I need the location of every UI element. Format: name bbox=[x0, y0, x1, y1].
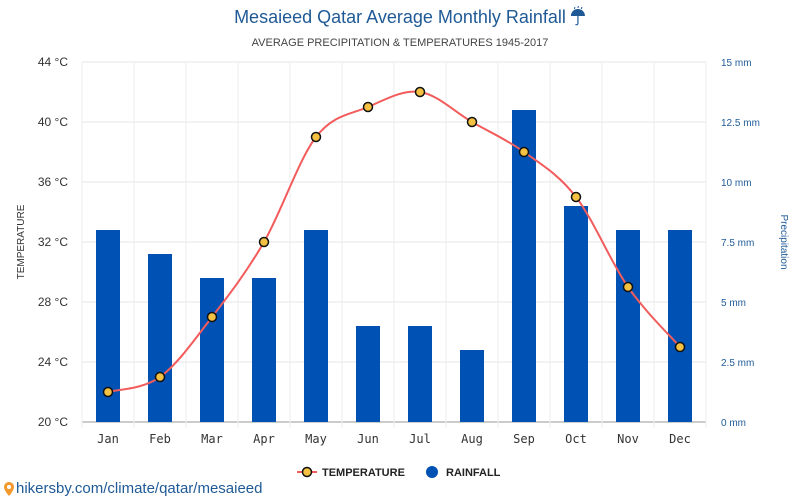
temperature-point-sep bbox=[518, 146, 530, 158]
source-link[interactable]: hikersby.com/climate/qatar/mesaieed bbox=[4, 480, 263, 497]
bar-sep bbox=[512, 110, 536, 422]
left-axis: 20 °C 24 °C 28 °C 32 °C 36 °C 40 °C 44 °C bbox=[38, 55, 68, 429]
x-tick-label: Dec bbox=[669, 432, 691, 446]
temperature-point-jun bbox=[362, 101, 374, 113]
legend-rainfall-marker bbox=[426, 466, 438, 478]
temperature-point-feb bbox=[154, 371, 166, 383]
chart-subtitle: AVERAGE PRECIPITATION & TEMPERATURES 194… bbox=[252, 37, 549, 49]
left-tick-label: 28 °C bbox=[38, 295, 68, 309]
x-tick-label: May bbox=[305, 432, 327, 446]
left-tick-label: 32 °C bbox=[38, 235, 68, 249]
legend-rainfall-label: RAINFALL bbox=[446, 467, 501, 479]
legend-item-rainfall[interactable]: RAINFALL bbox=[426, 466, 501, 479]
temperature-point-jul bbox=[414, 86, 426, 98]
right-tick-label: 7.5 mm bbox=[721, 238, 754, 249]
bar-jul bbox=[408, 326, 432, 422]
x-tick-label: Oct bbox=[565, 432, 587, 446]
legend-temperature-marker bbox=[301, 466, 313, 478]
temperature-point-oct bbox=[570, 191, 582, 203]
x-tick-label: Nov bbox=[617, 432, 639, 446]
chart-title-text: Mesaieed Qatar Average Monthly Rainfall bbox=[234, 7, 566, 27]
x-tick-label: Mar bbox=[201, 432, 223, 446]
bar-jun bbox=[356, 326, 380, 422]
x-tick-label: Sep bbox=[513, 432, 535, 446]
left-tick-label: 24 °C bbox=[38, 355, 68, 369]
temperature-point-aug bbox=[466, 116, 478, 128]
x-tick-label: Jul bbox=[409, 432, 431, 446]
temperature-point-jan bbox=[102, 386, 114, 398]
bar-may bbox=[304, 230, 328, 422]
chart-title-group: Mesaieed Qatar Average Monthly Rainfall … bbox=[234, 5, 585, 49]
bar-dec bbox=[668, 230, 692, 422]
bar-aug bbox=[460, 350, 484, 422]
right-tick-label: 2.5 mm bbox=[721, 358, 754, 369]
legend-temperature-label: TEMPERATURE bbox=[322, 467, 405, 479]
x-axis: Jan Feb Mar Apr May Jun Jul Aug Sep Oct Nov Dec bbox=[97, 432, 691, 446]
bar-nov bbox=[616, 230, 640, 422]
x-tick-label: Jun bbox=[357, 432, 379, 446]
left-tick-label: 40 °C bbox=[38, 115, 68, 129]
temperature-point-nov bbox=[622, 281, 634, 293]
temperature-point-may bbox=[310, 131, 322, 143]
right-axis-title: Precipitation bbox=[778, 214, 789, 269]
right-axis: 0 mm 2.5 mm 5 mm 7.5 mm 10 mm 12.5 mm 15 mm bbox=[721, 58, 760, 429]
right-tick-label: 0 mm bbox=[721, 418, 746, 429]
x-tick-label: Jan bbox=[97, 432, 119, 446]
umbrella-rain-icon bbox=[570, 5, 585, 26]
x-tick-label: Aug bbox=[461, 432, 483, 446]
left-tick-label: 44 °C bbox=[38, 55, 68, 69]
bar-apr bbox=[252, 278, 276, 422]
right-tick-label: 15 mm bbox=[721, 58, 752, 69]
map-pin-icon bbox=[4, 481, 14, 496]
legend: TEMPERATURE RAINFALL bbox=[297, 466, 501, 479]
source-link-text[interactable]: hikersby.com/climate/qatar/mesaieed bbox=[16, 480, 263, 497]
temperature-point-mar bbox=[206, 311, 218, 323]
legend-item-temperature[interactable]: TEMPERATURE bbox=[297, 466, 405, 479]
temperature-point-dec bbox=[674, 341, 686, 353]
x-tick-label: Apr bbox=[253, 432, 275, 446]
temperature-line-layer bbox=[102, 86, 686, 398]
bar-mar bbox=[200, 278, 224, 422]
chart-title: Mesaieed Qatar Average Monthly Rainfall bbox=[234, 7, 566, 27]
left-tick-label: 36 °C bbox=[38, 175, 68, 189]
right-tick-label: 5 mm bbox=[721, 298, 746, 309]
temperature-point-apr bbox=[258, 236, 270, 248]
bar-oct bbox=[564, 206, 588, 422]
left-tick-label: 20 °C bbox=[38, 415, 68, 429]
right-tick-label: 10 mm bbox=[721, 178, 752, 189]
grid-lines bbox=[81, 61, 707, 428]
right-tick-label: 12.5 mm bbox=[721, 118, 760, 129]
bar-feb bbox=[148, 254, 172, 422]
x-tick-label: Feb bbox=[149, 432, 171, 446]
left-axis-title: TEMPERATURE bbox=[16, 204, 27, 279]
